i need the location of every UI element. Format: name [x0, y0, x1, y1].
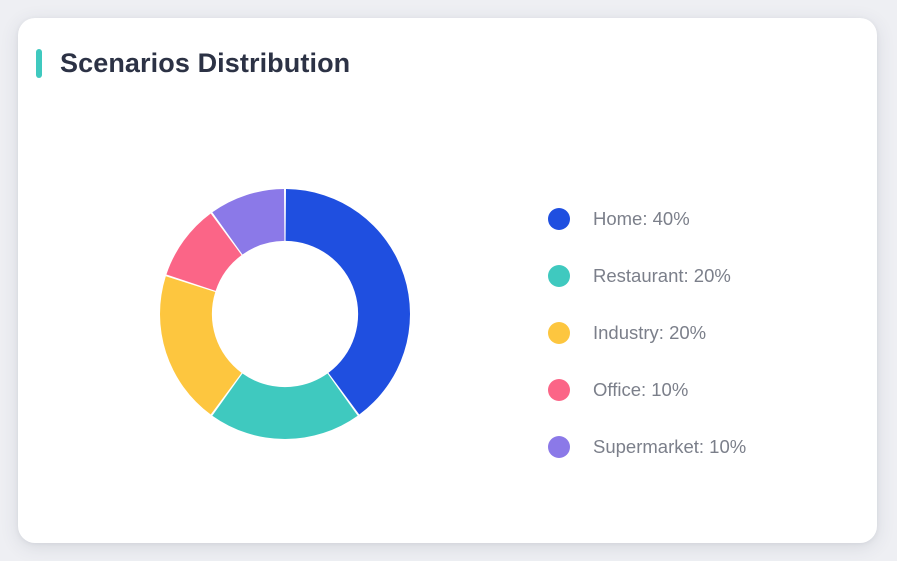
- donut-slice-group: [160, 189, 410, 439]
- donut-slice-industry[interactable]: [160, 276, 242, 415]
- title-accent-bar: [36, 49, 42, 78]
- scenarios-distribution-card: Scenarios Distribution Home: 40% Restaura…: [18, 18, 877, 543]
- legend-label-home: Home: 40%: [593, 207, 690, 229]
- donut-slice-restaurant[interactable]: [212, 373, 358, 439]
- chart-area: Home: 40% Restaurant: 20% Industry: 20% Off…: [18, 18, 877, 543]
- donut-chart-svg: [160, 189, 410, 439]
- legend-item-restaurant[interactable]: Restaurant: 20%: [548, 247, 848, 304]
- legend-label-restaurant: Restaurant: 20%: [593, 264, 731, 286]
- donut-slice-supermarket[interactable]: [212, 189, 285, 255]
- legend-item-home[interactable]: Home: 40%: [548, 190, 848, 247]
- legend-swatch-industry: [548, 321, 570, 344]
- legend-swatch-supermarket: [548, 435, 570, 458]
- legend-item-office[interactable]: Office: 10%: [548, 361, 848, 418]
- legend-swatch-office: [548, 378, 570, 401]
- donut-chart: [160, 189, 410, 439]
- legend-label-supermarket: Supermarket: 10%: [593, 435, 747, 457]
- donut-slice-home[interactable]: [285, 189, 410, 415]
- donut-slice-office[interactable]: [166, 213, 242, 291]
- card-header: Scenarios Distribution: [36, 48, 350, 79]
- chart-legend: Home: 40% Restaurant: 20% Industry: 20% Off…: [548, 190, 848, 475]
- legend-label-industry: Industry: 20%: [593, 321, 707, 343]
- legend-swatch-restaurant: [548, 264, 570, 287]
- legend-label-office: Office: 10%: [593, 378, 689, 400]
- page-title: Scenarios Distribution: [60, 48, 351, 78]
- legend-item-industry[interactable]: Industry: 20%: [548, 304, 848, 361]
- legend-item-supermarket[interactable]: Supermarket: 10%: [548, 418, 848, 475]
- legend-swatch-home: [548, 207, 570, 230]
